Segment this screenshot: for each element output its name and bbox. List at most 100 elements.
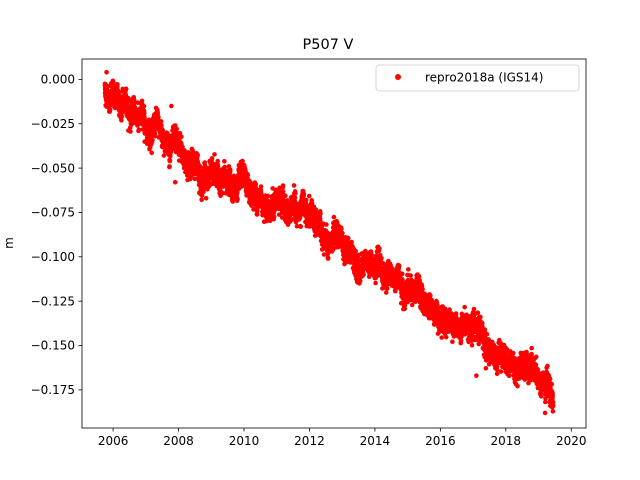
- data-point: [158, 119, 164, 124]
- data-point: [318, 211, 323, 216]
- data-point: [201, 189, 206, 195]
- data-point: [515, 383, 520, 389]
- data-point: [179, 134, 184, 140]
- data-point: [253, 182, 259, 187]
- data-point: [152, 133, 158, 139]
- data-point: [150, 137, 155, 143]
- data-point: [141, 110, 147, 116]
- data-point: [447, 307, 452, 312]
- data-point: [535, 367, 541, 372]
- data-point: [115, 81, 120, 87]
- data-point: [254, 212, 260, 217]
- data-point: [111, 80, 116, 85]
- data-point: [478, 314, 483, 320]
- data-point: [197, 163, 203, 169]
- data-point: [324, 222, 329, 227]
- data-point: [331, 214, 337, 220]
- data-point: [167, 164, 172, 169]
- data-point: [345, 235, 351, 241]
- data-point: [400, 271, 405, 277]
- data-point: [428, 293, 433, 298]
- data-point: [192, 176, 197, 182]
- data-point: [128, 129, 133, 134]
- data-point: [313, 207, 319, 212]
- data-point: [245, 172, 251, 178]
- data-point: [215, 158, 221, 164]
- data-point: [119, 118, 124, 123]
- data-point: [271, 214, 277, 219]
- data-point: [545, 363, 550, 369]
- data-point: [199, 197, 204, 203]
- data-point: [384, 286, 390, 291]
- data-point: [306, 193, 312, 199]
- data-point: [174, 126, 180, 132]
- data-point: [222, 159, 227, 164]
- data-point: [547, 376, 553, 382]
- data-point: [373, 280, 378, 286]
- data-point: [353, 248, 359, 254]
- data-point: [408, 273, 414, 278]
- data-point: [484, 331, 490, 337]
- data-point: [361, 272, 366, 277]
- data-point: [406, 267, 411, 272]
- data-point: [293, 191, 298, 196]
- data-point: [538, 393, 544, 399]
- data-point: [533, 362, 539, 367]
- data-point: [498, 369, 504, 374]
- data-point: [298, 224, 303, 229]
- data-point: [280, 188, 286, 194]
- data-point: [230, 199, 236, 204]
- data-point: [258, 184, 264, 189]
- data-point: [340, 230, 345, 236]
- data-point: [494, 371, 500, 376]
- data-point: [549, 381, 555, 387]
- data-point: [195, 152, 200, 158]
- data-point: [453, 311, 459, 316]
- data-point: [222, 164, 228, 170]
- data-point: [396, 263, 402, 268]
- data-point: [155, 111, 161, 116]
- data-point: [529, 351, 534, 357]
- data-point: [167, 158, 173, 163]
- data-point: [450, 339, 455, 345]
- data-point: [529, 345, 534, 351]
- chart-title: P507 V: [303, 37, 354, 53]
- data-point: [235, 197, 240, 202]
- data-point: [112, 105, 118, 111]
- data-point: [161, 153, 167, 158]
- data-point: [416, 274, 422, 279]
- data-point: [265, 193, 271, 199]
- data-point: [462, 304, 467, 310]
- data-point: [301, 191, 307, 197]
- data-point: [325, 256, 331, 261]
- data-point: [469, 343, 475, 348]
- data-point: [141, 103, 147, 109]
- data-point: [292, 195, 298, 201]
- data-point: [119, 114, 125, 119]
- data-point: [258, 187, 264, 193]
- data-point: [280, 183, 286, 188]
- data-point: [383, 290, 389, 295]
- data-point: [339, 226, 344, 232]
- data-point: [458, 338, 464, 344]
- y-axis-label: m: [2, 237, 16, 249]
- data-point: [471, 306, 477, 312]
- data-point: [475, 310, 481, 316]
- data-point: [123, 86, 129, 92]
- data-point: [203, 195, 209, 201]
- data-points: [102, 70, 556, 416]
- data-point: [349, 239, 354, 245]
- data-point: [303, 197, 309, 203]
- data-point: [506, 373, 512, 379]
- data-point: [533, 354, 539, 360]
- data-point: [511, 350, 516, 356]
- data-point: [132, 99, 137, 104]
- data-point: [291, 183, 297, 188]
- data-point: [227, 167, 233, 173]
- data-point: [379, 255, 384, 261]
- data-point: [139, 98, 145, 104]
- data-point: [240, 158, 245, 164]
- data-point: [377, 246, 382, 252]
- data-point: [167, 153, 173, 159]
- data-point: [283, 193, 288, 199]
